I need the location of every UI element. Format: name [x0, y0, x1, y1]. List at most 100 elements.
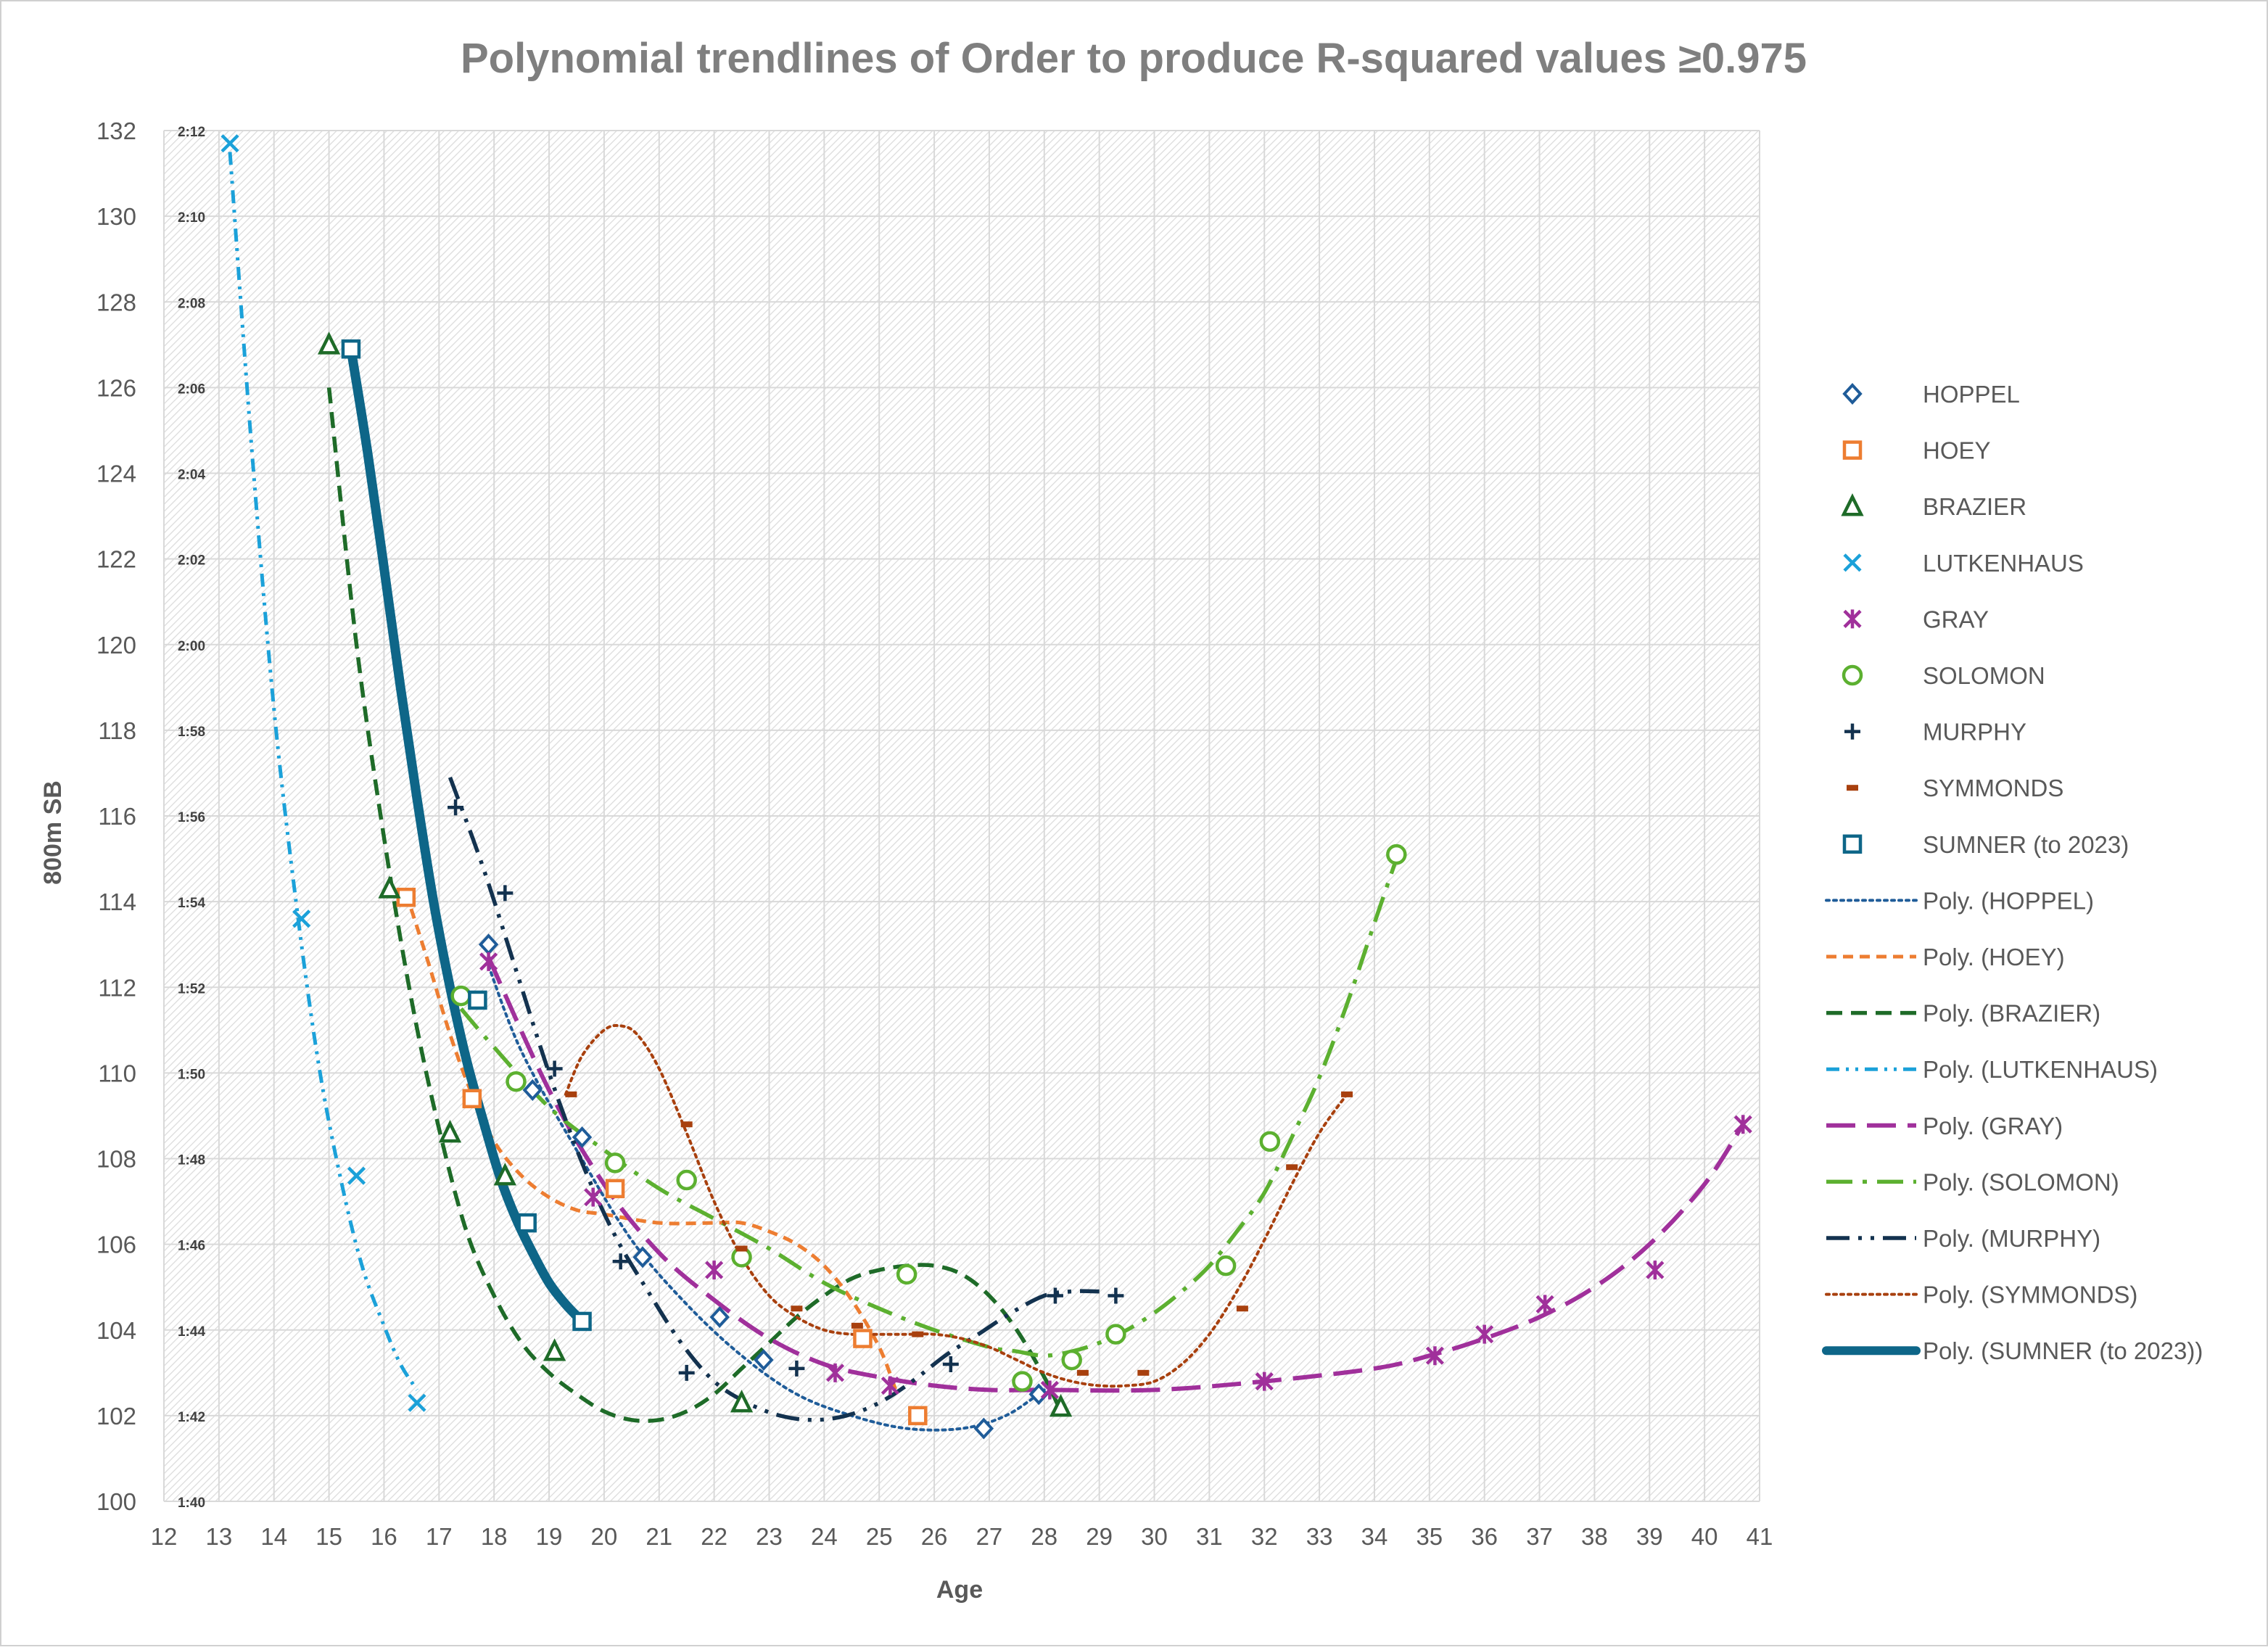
x-tick-label: 29 [1086, 1523, 1113, 1550]
legend-trend-label-murphy: Poly. (MURPHY) [1923, 1225, 2100, 1252]
point-hoey [908, 1406, 928, 1426]
legend-label-hoppel: HOPPEL [1923, 381, 2020, 408]
y-tick-label: 114 [98, 888, 136, 915]
x-tick-label: 33 [1306, 1523, 1333, 1550]
point-murphy [1047, 1287, 1063, 1304]
series-solomon [450, 843, 1407, 1392]
point-hoppel [632, 1246, 653, 1269]
y-time-label: 2:06 [178, 381, 205, 397]
y-axis-ticks: 100 102 104 106 108 110 112 114 116 118 120 122 124 1… [96, 117, 136, 1515]
y-tick-label: 128 [96, 289, 136, 315]
legend-label-sumner-to-2023: SUMNER (to 2023) [1923, 831, 2129, 858]
point-brazier [378, 875, 401, 899]
point-symmonds [680, 1121, 693, 1128]
point-solomon [1061, 1349, 1082, 1371]
point-brazier [543, 1338, 566, 1361]
point-symmonds [1076, 1369, 1089, 1376]
x-tick-label: 35 [1416, 1523, 1443, 1550]
x-tick-label: 37 [1526, 1523, 1553, 1550]
trendline-hoey [404, 892, 898, 1391]
x-tick-label: 39 [1636, 1523, 1663, 1550]
x-tick-label: 38 [1581, 1523, 1608, 1550]
point-hoey [462, 1089, 482, 1109]
x-tick-label: 17 [426, 1523, 453, 1550]
legend-trend-label-hoppel: Poly. (HOPPEL) [1923, 887, 2094, 914]
x-tick-label: 24 [811, 1523, 838, 1550]
trendline-sumner-to-2023 [346, 344, 587, 1327]
point-murphy [1108, 1287, 1124, 1304]
legend-trend-label-symmonds: Poly. (SYMMONDS) [1923, 1282, 2137, 1308]
legend-marker-lutkenhaus [1843, 553, 1862, 572]
x-axis-title: Age [936, 1576, 983, 1604]
data-markers [220, 134, 1752, 1440]
legend-marker-hoey [1842, 440, 1863, 460]
y-time-label: 1:54 [178, 896, 205, 911]
legend-marker-symmonds [1847, 785, 1858, 791]
point-gray [705, 1261, 724, 1280]
point-murphy [678, 1364, 695, 1381]
x-tick-label: 26 [921, 1523, 948, 1550]
y-time-label: 2:02 [178, 553, 205, 569]
legend-label-brazier: BRAZIER [1923, 493, 2026, 520]
point-murphy [942, 1356, 959, 1372]
point-symmonds [1137, 1369, 1150, 1376]
trendline-gray [486, 956, 1745, 1393]
horizontal-gridlines [164, 130, 1760, 1502]
point-lutkenhaus [220, 134, 239, 153]
point-lutkenhaus [347, 1166, 366, 1185]
point-gray [1535, 1295, 1554, 1314]
point-symmonds [565, 1091, 577, 1097]
legend-label-lutkenhaus: LUTKENHAUS [1923, 550, 2084, 577]
point-brazier [493, 1163, 516, 1186]
y-time-label: 2:00 [178, 639, 205, 654]
series-gray [479, 952, 1752, 1400]
trendline-solomon [459, 858, 1398, 1358]
y-tick-label: 132 [96, 117, 136, 144]
point-murphy [788, 1360, 805, 1377]
x-axis-ticks: 12 13 14 15 16 17 18 19 20 21 22 23 24 25 26 27 28 29 30 31… [151, 1523, 1773, 1550]
point-sumner-to-2023 [517, 1213, 537, 1233]
point-lutkenhaus [408, 1393, 426, 1412]
y-tick-label: 118 [98, 717, 136, 744]
point-hoppel [973, 1417, 994, 1440]
x-tick-label: 28 [1031, 1523, 1057, 1550]
y-tick-label: 110 [98, 1060, 136, 1086]
point-solomon [676, 1169, 697, 1191]
series-murphy [448, 799, 1124, 1381]
trendline-brazier [326, 387, 1063, 1423]
point-sumner-to-2023 [572, 1311, 592, 1332]
y-time-label: 1:44 [178, 1324, 205, 1340]
point-symmonds [1286, 1164, 1298, 1171]
point-symmonds [1236, 1305, 1248, 1312]
point-brazier [438, 1120, 462, 1143]
legend-label-solomon: SOLOMON [1923, 662, 2045, 689]
y-time-label: 1:42 [178, 1410, 205, 1425]
point-solomon [506, 1071, 527, 1092]
legend-trend-label-brazier: Poly. (BRAZIER) [1923, 1000, 2100, 1027]
y-tick-label: 108 [96, 1146, 136, 1173]
y-tick-label: 116 [98, 803, 136, 830]
x-tick-label: 12 [151, 1523, 178, 1550]
point-hoppel [754, 1349, 774, 1371]
x-tick-label: 41 [1747, 1523, 1773, 1550]
legend-marker-sumner-to-2023 [1842, 834, 1863, 854]
series-symmonds [565, 1091, 1353, 1376]
legend-trend-label-lutkenhaus: Poly. (LUTKENHAUS) [1923, 1056, 2158, 1083]
series-brazier [317, 331, 1073, 1417]
point-gray [1475, 1324, 1494, 1344]
point-lutkenhaus [292, 909, 311, 928]
x-tick-label: 21 [646, 1523, 672, 1550]
point-hoppel [709, 1306, 730, 1328]
y-time-label: 2:04 [178, 468, 205, 483]
x-tick-label: 25 [866, 1523, 893, 1550]
legend-trend-label-sumner-to-2023: Poly. (SUMNER (to 2023)) [1923, 1337, 2203, 1364]
point-sumner-to-2023 [341, 339, 361, 359]
y-tick-label: 112 [98, 974, 136, 1001]
y-tick-label: 120 [96, 632, 136, 659]
series-lutkenhaus [220, 134, 426, 1412]
point-gray [1255, 1371, 1274, 1391]
point-symmonds [912, 1331, 924, 1337]
y-tick-label: 100 [96, 1488, 136, 1515]
point-hoppel [572, 1126, 593, 1148]
point-hoey [605, 1179, 625, 1199]
